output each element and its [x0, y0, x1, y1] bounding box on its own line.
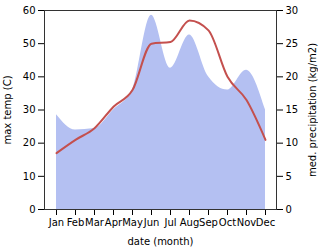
- svg-text:Sep: Sep: [199, 217, 218, 228]
- svg-text:15: 15: [286, 104, 299, 115]
- svg-text:Apr: Apr: [105, 217, 123, 228]
- svg-text:max temp (C): max temp (C): [2, 75, 13, 144]
- svg-text:60: 60: [23, 5, 36, 16]
- svg-text:5: 5: [286, 171, 292, 182]
- svg-text:Nov: Nov: [237, 217, 257, 228]
- svg-text:30: 30: [23, 104, 36, 115]
- svg-text:Dec: Dec: [256, 217, 275, 228]
- svg-text:date (month): date (month): [128, 236, 194, 247]
- svg-text:Mar: Mar: [85, 217, 105, 228]
- svg-text:50: 50: [23, 38, 36, 49]
- svg-text:0: 0: [286, 204, 292, 215]
- svg-text:Jan: Jan: [48, 217, 64, 228]
- svg-text:30: 30: [286, 5, 299, 16]
- svg-text:40: 40: [23, 71, 36, 82]
- svg-text:0: 0: [29, 204, 35, 215]
- svg-text:Jul: Jul: [163, 217, 176, 228]
- svg-text:20: 20: [23, 137, 36, 148]
- svg-text:25: 25: [286, 38, 299, 49]
- svg-text:Feb: Feb: [67, 217, 85, 228]
- svg-text:Jun: Jun: [143, 217, 160, 228]
- svg-text:Aug: Aug: [180, 217, 200, 228]
- svg-text:med. precipitation (kg/m2): med. precipitation (kg/m2): [307, 43, 318, 177]
- svg-text:10: 10: [286, 137, 299, 148]
- svg-text:10: 10: [23, 171, 36, 182]
- svg-text:20: 20: [286, 71, 299, 82]
- svg-text:May: May: [122, 217, 143, 228]
- svg-text:Oct: Oct: [219, 217, 236, 228]
